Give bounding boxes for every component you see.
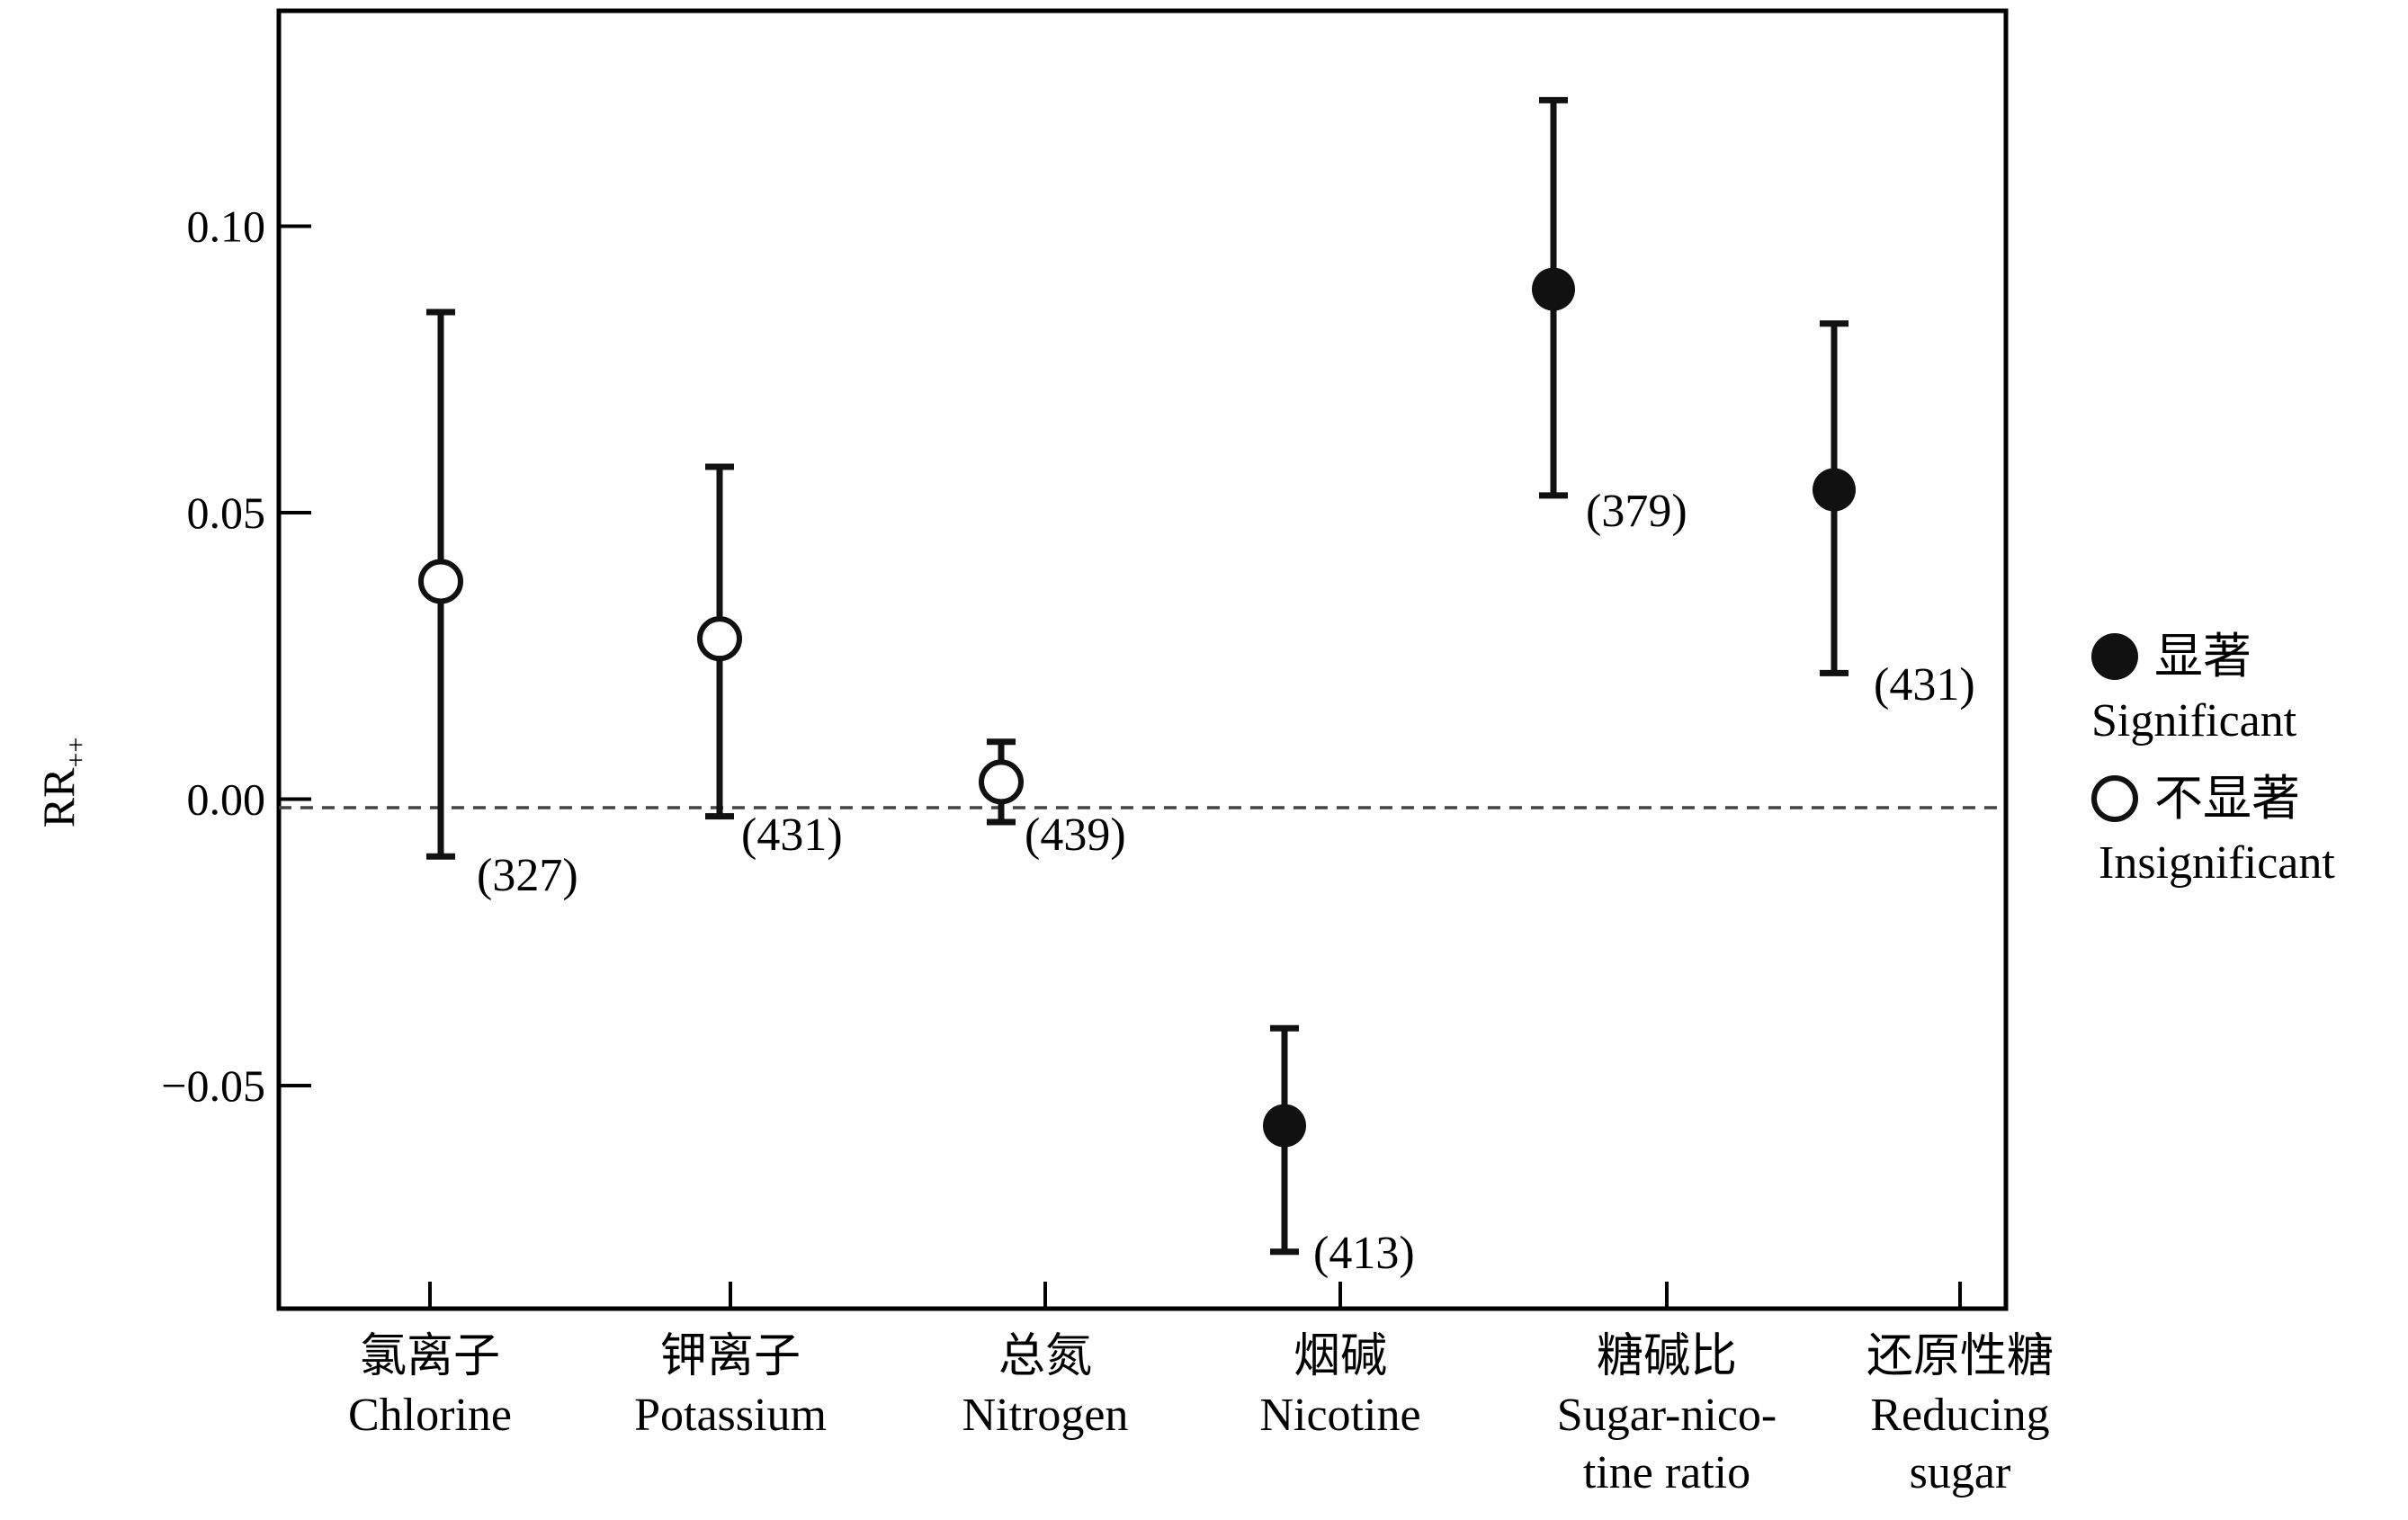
sample-size-label: (439) — [1025, 809, 1126, 861]
x-category-label-zh: 烟碱 — [1294, 1331, 1387, 1382]
legend-significant-marker — [2091, 633, 2138, 680]
data-point-group: (431) — [697, 463, 843, 861]
plot-frame — [276, 8, 2009, 1311]
legend-insignificant-zh: 不显著 — [2154, 772, 2300, 826]
data-point-group: (431) — [1813, 320, 1975, 711]
y-tick-label: −0.05 — [161, 1060, 265, 1111]
insignificant-point-marker — [979, 759, 1024, 805]
data-point-group: (327) — [418, 308, 578, 901]
x-category-label-en: Nicotine — [1259, 1390, 1420, 1441]
legend-insignificant-en: Insignificant — [2099, 837, 2335, 889]
x-category-label-en: Chlorine — [348, 1390, 512, 1441]
significant-point-marker — [1532, 267, 1575, 311]
x-category-label-en: Sugar-nico- — [1557, 1390, 1777, 1441]
x-category-label-zh: 还原性糖 — [1866, 1331, 2054, 1382]
sample-size-label: (431) — [1874, 659, 1975, 711]
significant-point-marker — [1263, 1104, 1306, 1148]
sample-size-label: (327) — [477, 850, 578, 901]
x-category-label-en: Reducing — [1870, 1390, 2049, 1441]
x-category-label-zh: 氯离子 — [360, 1331, 500, 1382]
sample-size-label: (379) — [1586, 486, 1687, 537]
x-category-label-en: tine ratio — [1583, 1447, 1750, 1498]
x-category-label-zh: 总氮 — [998, 1331, 1092, 1382]
sample-size-label: (431) — [741, 809, 843, 861]
insignificant-point-marker — [697, 616, 742, 662]
legend-significant-en: Significant — [2091, 695, 2297, 747]
data-point-group: (379) — [1532, 96, 1687, 537]
insignificant-point-marker — [418, 559, 463, 604]
x-category-label-zh: 钾离子 — [660, 1331, 801, 1382]
legend-insignificant-marker — [2091, 775, 2138, 822]
x-category-label-en: sugar — [1910, 1447, 2011, 1498]
y-tick-label: 0.05 — [187, 487, 266, 538]
x-category-label-en: Nitrogen — [962, 1390, 1129, 1441]
y-tick-label: 0.10 — [187, 201, 266, 252]
y-tick-label: 0.00 — [187, 774, 266, 825]
x-category-label-zh: 糖碱比 — [1597, 1331, 1737, 1382]
data-point-group: (413) — [1263, 1024, 1415, 1279]
sample-size-label: (413) — [1313, 1228, 1415, 1279]
significant-point-marker — [1813, 468, 1856, 512]
y-axis-label: RR++ — [33, 738, 91, 828]
x-category-label-en: Potassium — [634, 1390, 827, 1441]
legend-significant-zh: 显著 — [2154, 630, 2251, 684]
data-point-group: (439) — [979, 738, 1126, 861]
